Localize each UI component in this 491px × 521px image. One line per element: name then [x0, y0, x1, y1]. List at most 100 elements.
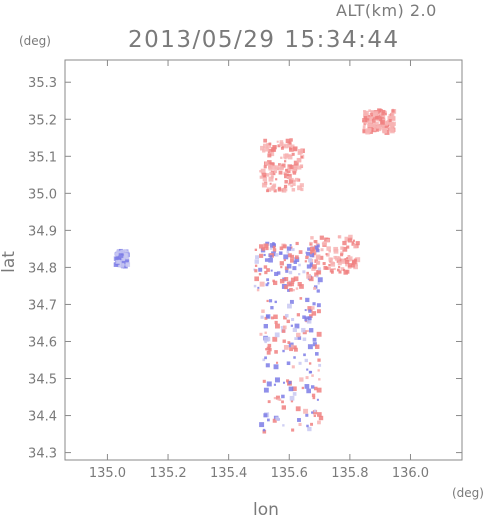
data-point-south-mixed	[267, 400, 271, 404]
data-point-south-mixed	[311, 393, 316, 397]
data-point-south-mixed	[263, 413, 268, 418]
data-point-far-northeast-red	[380, 120, 385, 125]
data-point-northeast-red-band	[285, 138, 291, 144]
y-tick-label: 34.4	[28, 410, 57, 425]
data-point-mid-mixed	[272, 279, 275, 283]
data-point-northeast-red-band	[297, 178, 301, 182]
data-point-south-mixed	[266, 350, 271, 355]
y-tick-label: 34.9	[28, 224, 57, 239]
data-point-mid-mixed	[290, 254, 295, 259]
data-point-central-pink	[316, 269, 322, 275]
data-point-far-northeast-red	[365, 118, 370, 123]
data-point-mid-mixed	[259, 253, 264, 258]
data-point-far-northeast-red	[382, 128, 387, 134]
data-point-mid-mixed	[266, 278, 270, 282]
data-point-south-mixed	[286, 319, 290, 324]
data-point-mid-mixed	[283, 254, 289, 260]
data-point-south-mixed	[305, 376, 309, 380]
data-point-northeast-red-band	[287, 143, 292, 148]
data-point-south-mixed	[316, 412, 322, 417]
data-point-mid-mixed	[295, 287, 299, 290]
data-point-mid-mixed	[306, 273, 312, 279]
data-point-south-mixed	[281, 400, 284, 404]
data-point-central-pink	[347, 254, 351, 258]
data-point-south-mixed	[296, 332, 301, 338]
data-point-south-mixed	[278, 398, 282, 401]
data-point-central-pink	[309, 241, 312, 244]
altitude-label: ALT(km) 2.0	[336, 1, 437, 20]
data-point-northeast-red-band	[270, 170, 276, 176]
data-point-far-northeast-red	[374, 126, 379, 131]
data-point-south-mixed	[312, 342, 317, 347]
data-point-mid-mixed	[263, 243, 269, 249]
data-point-far-northeast-red	[381, 113, 386, 118]
data-point-mid-mixed	[287, 288, 291, 292]
data-marks	[113, 108, 397, 434]
data-point-northeast-red-band	[262, 177, 268, 182]
data-point-mid-mixed	[306, 251, 310, 256]
data-point-south-mixed	[287, 341, 291, 344]
data-point-central-pink	[319, 235, 324, 240]
data-point-mid-mixed	[295, 241, 299, 246]
data-point-mid-mixed	[315, 275, 318, 278]
data-point-south-mixed	[273, 364, 279, 370]
data-point-mid-mixed	[254, 259, 259, 264]
data-point-mid-mixed	[309, 246, 315, 252]
data-point-south-mixed	[297, 336, 302, 340]
data-point-south-mixed	[311, 374, 314, 377]
data-point-mid-mixed	[282, 244, 287, 249]
data-point-south-mixed	[308, 362, 312, 365]
data-point-central-pink	[340, 267, 345, 271]
data-point-far-northeast-red	[384, 112, 387, 116]
data-point-central-pink	[355, 241, 360, 246]
data-point-northeast-red-band	[259, 170, 262, 173]
data-point-central-pink	[346, 256, 349, 259]
data-point-central-pink	[309, 243, 312, 246]
data-point-northeast-red-band	[289, 138, 293, 142]
data-point-west-blue	[121, 259, 126, 265]
data-point-mid-mixed	[264, 270, 268, 275]
data-point-south-mixed	[309, 314, 313, 318]
data-point-south-mixed	[311, 311, 317, 316]
data-point-mid-mixed	[272, 242, 275, 245]
data-point-south-mixed	[289, 395, 295, 401]
data-point-northeast-red-band	[283, 184, 288, 189]
data-point-far-northeast-red	[367, 123, 372, 129]
data-point-south-mixed	[291, 428, 295, 432]
data-point-far-northeast-red	[391, 112, 395, 117]
data-point-mid-mixed	[309, 251, 313, 255]
data-point-south-mixed	[295, 406, 301, 412]
data-point-west-blue	[115, 256, 119, 260]
data-point-mid-mixed	[284, 285, 289, 290]
data-point-central-pink	[326, 253, 330, 257]
data-point-mid-mixed	[283, 258, 286, 262]
data-point-south-mixed	[283, 315, 287, 320]
data-point-central-pink	[326, 246, 331, 251]
data-point-central-pink	[333, 246, 339, 252]
data-point-south-mixed	[311, 306, 315, 310]
data-point-south-mixed	[262, 358, 266, 362]
data-point-south-mixed	[281, 405, 286, 410]
data-point-south-mixed	[290, 324, 294, 327]
data-point-far-northeast-red	[378, 128, 382, 132]
x-tick-label: 135.2	[149, 466, 186, 481]
data-point-mid-mixed	[265, 283, 269, 287]
data-point-south-mixed	[268, 299, 273, 303]
data-point-south-mixed	[318, 363, 322, 367]
data-point-northeast-red-band	[290, 184, 294, 188]
data-point-northeast-red-band	[269, 182, 272, 185]
data-point-northeast-red-band	[272, 145, 277, 150]
data-point-northeast-red-band	[270, 186, 276, 191]
data-point-mid-mixed	[317, 282, 320, 285]
data-point-mid-mixed	[309, 262, 314, 266]
data-point-south-mixed	[274, 320, 278, 325]
data-point-south-mixed	[292, 345, 297, 350]
data-point-south-mixed	[297, 418, 301, 422]
data-point-far-northeast-red	[362, 118, 367, 123]
data-point-northeast-red-band	[279, 140, 284, 144]
data-point-south-mixed	[266, 299, 269, 303]
data-point-mid-mixed	[286, 281, 292, 287]
data-point-south-mixed	[318, 415, 324, 421]
data-point-south-mixed	[264, 316, 268, 320]
data-point-south-mixed	[277, 398, 280, 401]
